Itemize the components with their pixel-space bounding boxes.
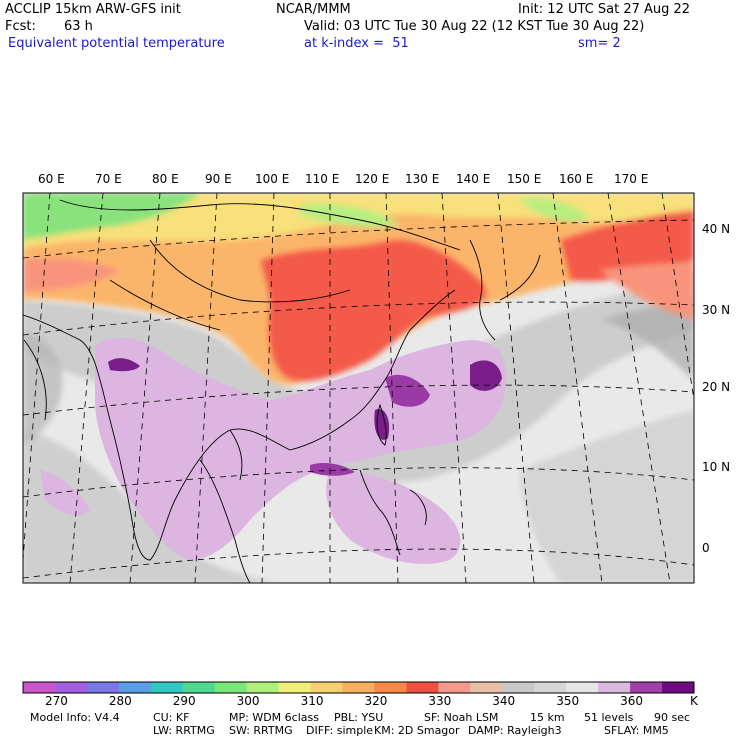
model-info-item: 51 levels	[584, 711, 634, 724]
longitude-label: 80 E	[152, 172, 179, 186]
field-gray-bands	[23, 270, 694, 583]
colorbar-label: 310	[300, 694, 324, 708]
longitude-label: 140 E	[456, 172, 491, 186]
colorbar-swatch	[662, 682, 695, 693]
latitude-label: 30 N	[702, 303, 731, 317]
colorbar-swatch	[86, 682, 120, 693]
model-info-item: 15 km	[530, 711, 565, 724]
colorbar-label: 270	[44, 694, 68, 708]
model-info-item: DAMP: Rayleigh3	[468, 724, 562, 737]
model-info-item: MP: WDM 6class	[229, 711, 319, 724]
model-info-item: 90 sec	[654, 711, 691, 724]
map-frame	[22, 192, 695, 584]
colorbar-label: 340	[492, 694, 516, 708]
colorbar-label: 280	[108, 694, 132, 708]
colorbar-swatch	[438, 682, 471, 693]
colorbar-swatch	[310, 682, 344, 693]
colorbar-swatch	[502, 682, 535, 693]
latitude-label: 10 N	[702, 460, 731, 474]
longitude-label: 170 E	[614, 172, 649, 186]
latitude-label: 20 N	[702, 380, 731, 394]
organization-label: NCAR/MMM	[276, 2, 351, 17]
latitude-label: 40 N	[702, 222, 731, 236]
colorbar-swatch	[470, 682, 503, 693]
field-dark-purple	[108, 358, 502, 476]
colorbar-swatch	[118, 682, 152, 693]
map-title: ACCLIP 15km ARW-GFS init	[5, 2, 181, 17]
model-info-item: Model Info: V4.4	[30, 711, 120, 724]
smoothing-value: sm= 2	[578, 36, 621, 51]
longitude-label: 150 E	[507, 172, 542, 186]
forecast-label: Fcst:	[5, 19, 36, 34]
model-info-item: CU: KF	[153, 711, 190, 724]
longitude-label: 130 E	[405, 172, 440, 186]
graticule	[23, 193, 694, 583]
model-info-item: SW: RRTMG	[229, 724, 293, 737]
colorbar-swatch	[278, 682, 312, 693]
colorbar-label: 320	[364, 694, 388, 708]
colorbar-swatch	[534, 682, 567, 693]
colorbar-swatch	[246, 682, 280, 693]
field-name: Equivalent potential temperature	[8, 36, 225, 51]
model-info-item: PBL: YSU	[334, 711, 384, 724]
model-info-item: KM: 2D Smagor	[374, 724, 460, 737]
colorbar-unit: K	[690, 694, 698, 708]
colorbar-swatch	[342, 682, 375, 693]
colorbar-swatch	[566, 682, 599, 693]
colorbar-label: 330	[428, 694, 452, 708]
valid-time: Valid: 03 UTC Tue 30 Aug 22 (12 KST Tue …	[304, 19, 645, 34]
colorbar-swatch	[54, 682, 88, 693]
colorbar-swatch	[598, 682, 631, 693]
colorbar-label: 360	[620, 694, 643, 708]
latitude-label: 0	[702, 541, 710, 555]
longitude-label: 120 E	[355, 172, 390, 186]
model-info-item: LW: RRTMG	[153, 724, 215, 737]
longitude-label: 100 E	[255, 172, 290, 186]
colorbar-label: 290	[172, 694, 196, 708]
colorbar-swatch	[182, 682, 216, 693]
longitude-label: 60 E	[38, 172, 65, 186]
longitude-label: 70 E	[95, 172, 122, 186]
longitude-label: 90 E	[205, 172, 232, 186]
colorbar-swatch	[214, 682, 248, 693]
forecast-hours: 63 h	[64, 19, 93, 34]
colorbar-swatch	[630, 682, 663, 693]
colorbar-label: 300	[236, 694, 260, 708]
colorbar-frame	[22, 681, 695, 694]
init-time: Init: 12 UTC Sat 27 Aug 22	[518, 2, 691, 17]
colorbar	[22, 681, 695, 694]
model-info-item: DIFF: simple	[306, 724, 374, 737]
colorbar-swatch	[374, 682, 407, 693]
level-index: at k-index = 51	[304, 36, 409, 51]
colorbar-swatch	[150, 682, 184, 693]
colorbar-label: 350	[556, 694, 580, 708]
longitude-label: 110 E	[305, 172, 340, 186]
model-info-item: SF: Noah LSM	[424, 711, 499, 724]
colorbar-swatch	[23, 682, 56, 693]
model-info-item: SFLAY: MM5	[604, 724, 669, 737]
colorbar-swatch	[406, 682, 439, 693]
longitude-label: 160 E	[559, 172, 594, 186]
